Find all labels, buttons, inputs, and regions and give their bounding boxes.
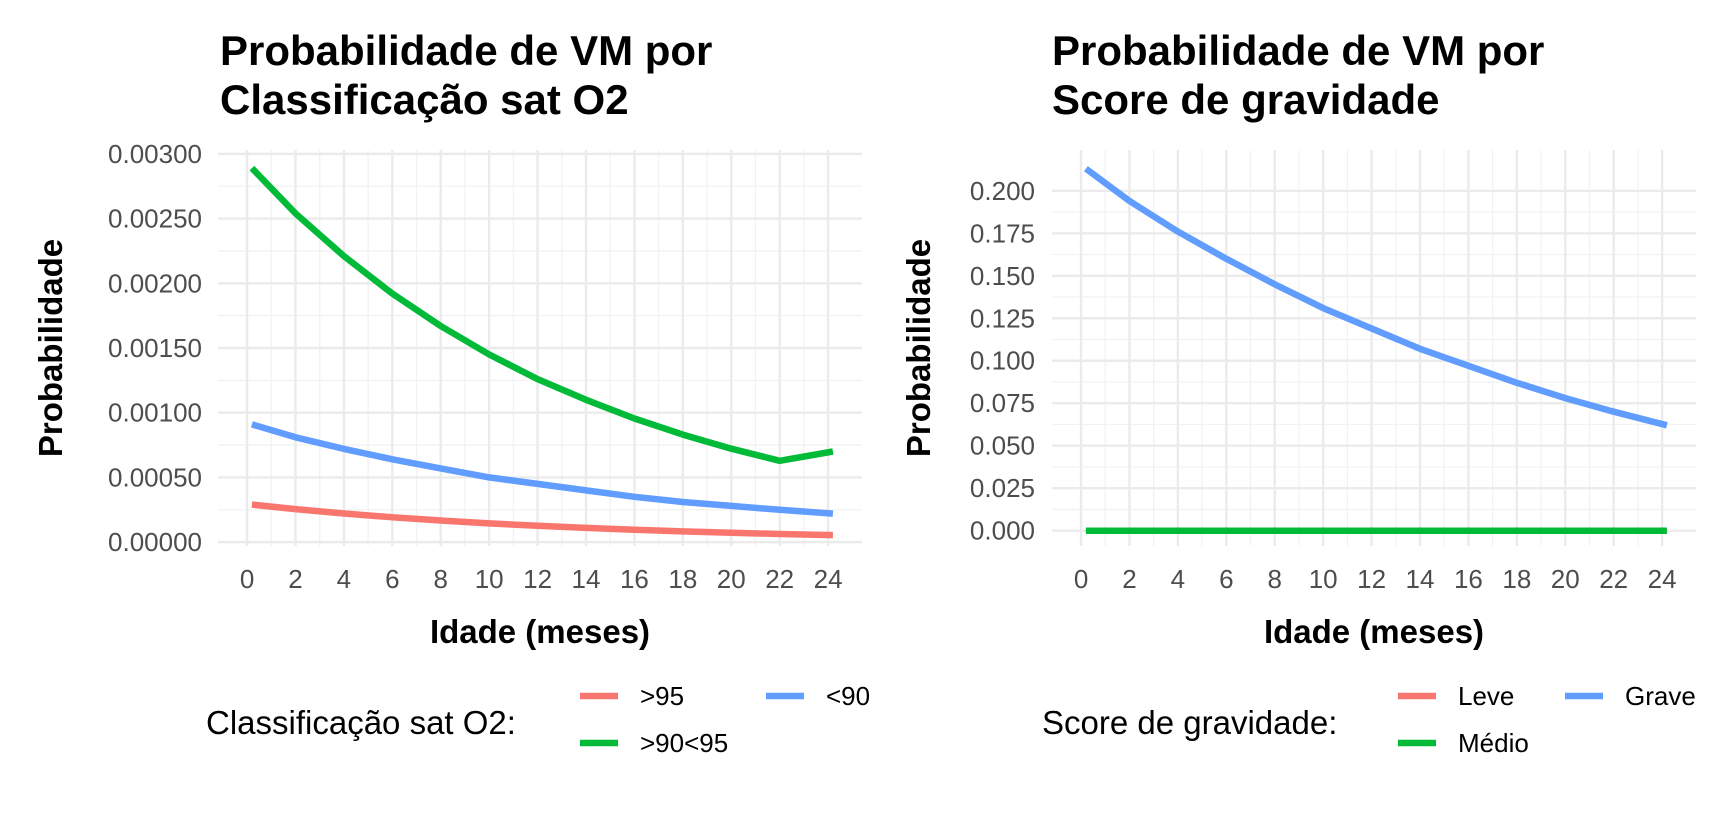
chart-title-line-1: Probabilidade de VM por xyxy=(220,27,712,74)
grid xyxy=(1052,150,1696,546)
y-tick-label: 0.175 xyxy=(970,218,1035,248)
x-tick-label: 20 xyxy=(717,564,746,594)
x-tick-label: 8 xyxy=(1268,564,1282,594)
x-tick-label: 0 xyxy=(240,564,254,594)
y-axis-title: Probabilidade xyxy=(32,239,69,457)
x-tick-label: 10 xyxy=(1309,564,1338,594)
x-tick-label: 14 xyxy=(572,564,601,594)
legend: Classificação sat O2: >95 >90<95 <90 xyxy=(206,681,870,758)
x-tick-label: 24 xyxy=(1648,564,1677,594)
chart-title-line-2: Score de gravidade xyxy=(1052,76,1440,123)
x-tick-label: 4 xyxy=(1171,564,1185,594)
y-tick-label: 0.150 xyxy=(970,261,1035,291)
x-tick-label: 6 xyxy=(1219,564,1233,594)
y-tick-label: 0.00100 xyxy=(108,398,202,428)
chart-panel-1: 0 2 4 6 8 10 12 14 16 18 20 22 240.000000.000500.001… xyxy=(32,27,870,758)
series-line->90<95 xyxy=(249,165,834,465)
x-tick-label: 14 xyxy=(1406,564,1435,594)
y-tick-label: 0.075 xyxy=(970,388,1035,418)
y-tick-label: 0.00300 xyxy=(108,139,202,169)
x-tick-label: 0 xyxy=(1074,564,1088,594)
x-tick-label: 16 xyxy=(620,564,649,594)
y-tick-label: 0.025 xyxy=(970,473,1035,503)
series-line-Grave xyxy=(1083,166,1668,429)
x-tick-label: 24 xyxy=(814,564,843,594)
x-tick-label: 16 xyxy=(1454,564,1483,594)
x-tick-label: 10 xyxy=(475,564,504,594)
y-tick-label: 0.125 xyxy=(970,303,1035,333)
y-tick-label: 0.200 xyxy=(970,176,1035,206)
x-tick-label: 6 xyxy=(385,564,399,594)
y-tick-label: 0.00050 xyxy=(108,462,202,492)
legend-label: Médio xyxy=(1458,728,1529,758)
y-tick-label: 0.100 xyxy=(970,346,1035,376)
legend-label: Grave xyxy=(1625,681,1696,711)
chart-title-line-1: Probabilidade de VM por xyxy=(1052,27,1544,74)
y-tick-label: 0.00000 xyxy=(108,527,202,557)
y-tick-label: 0.00150 xyxy=(108,333,202,363)
x-tick-label: 12 xyxy=(523,564,552,594)
x-tick-label: 20 xyxy=(1551,564,1580,594)
legend-title: Classificação sat O2: xyxy=(206,704,516,741)
y-tick-label: 0.00250 xyxy=(108,204,202,234)
x-tick-label: 8 xyxy=(434,564,448,594)
x-axis-title: Idade (meses) xyxy=(1264,613,1484,650)
legend: Score de gravidade: Leve Médio Grave xyxy=(1042,681,1696,758)
x-tick-label: 18 xyxy=(668,564,697,594)
x-axis-title: Idade (meses) xyxy=(430,613,650,650)
chart-title-line-2: Classificação sat O2 xyxy=(220,76,629,123)
y-tick-label: 0.00200 xyxy=(108,268,202,298)
x-tick-label: 22 xyxy=(1599,564,1628,594)
y-axis-title: Probabilidade xyxy=(900,239,937,457)
chart-panel-2: 0 2 4 6 8 10 12 14 16 18 20 22 240.0000.0250.0500.07… xyxy=(900,27,1696,758)
legend-label: >95 xyxy=(640,681,684,711)
x-tick-label: 4 xyxy=(337,564,351,594)
x-tick-label: 12 xyxy=(1357,564,1386,594)
legend-title: Score de gravidade: xyxy=(1042,704,1337,741)
legend-label: <90 xyxy=(826,681,870,711)
series-line-<90 xyxy=(250,421,834,517)
y-tick-label: 0.050 xyxy=(970,431,1035,461)
x-tick-label: 2 xyxy=(288,564,302,594)
legend-label: >90<95 xyxy=(640,728,728,758)
series-line->95 xyxy=(251,501,833,539)
x-tick-label: 18 xyxy=(1502,564,1531,594)
x-tick-label: 2 xyxy=(1122,564,1136,594)
y-tick-label: 0.000 xyxy=(970,516,1035,546)
legend-label: Leve xyxy=(1458,681,1514,711)
grid xyxy=(218,150,862,546)
x-tick-label: 22 xyxy=(765,564,794,594)
